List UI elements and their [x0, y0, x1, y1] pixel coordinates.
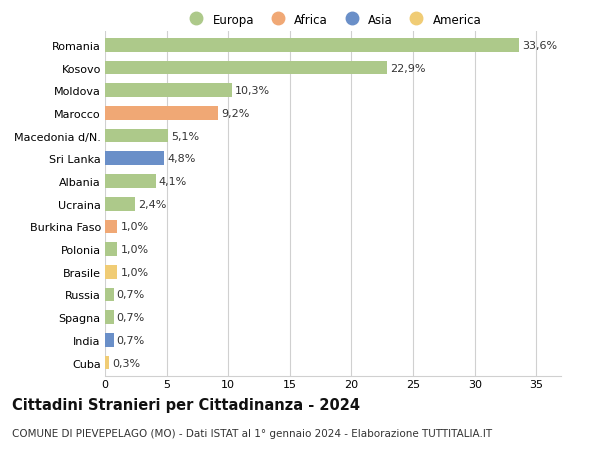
Text: 4,1%: 4,1%	[158, 177, 187, 187]
Text: 9,2%: 9,2%	[221, 109, 250, 119]
Text: Cittadini Stranieri per Cittadinanza - 2024: Cittadini Stranieri per Cittadinanza - 2…	[12, 397, 360, 412]
Text: 4,8%: 4,8%	[167, 154, 196, 164]
Text: 22,9%: 22,9%	[391, 63, 426, 73]
Text: 0,7%: 0,7%	[117, 335, 145, 345]
Bar	[105, 84, 232, 98]
Text: COMUNE DI PIEVEPELAGO (MO) - Dati ISTAT al 1° gennaio 2024 - Elaborazione TUTTIT: COMUNE DI PIEVEPELAGO (MO) - Dati ISTAT …	[12, 428, 492, 438]
Text: 1,0%: 1,0%	[121, 222, 149, 232]
Text: 2,4%: 2,4%	[137, 199, 166, 209]
Text: 0,7%: 0,7%	[117, 313, 145, 323]
Bar	[105, 243, 118, 256]
Bar	[105, 311, 113, 325]
Bar	[105, 265, 118, 279]
Text: 1,0%: 1,0%	[121, 245, 149, 255]
Bar	[105, 220, 118, 234]
Bar	[105, 62, 387, 75]
Text: 1,0%: 1,0%	[121, 267, 149, 277]
Text: 0,7%: 0,7%	[117, 290, 145, 300]
Text: 0,3%: 0,3%	[112, 358, 140, 368]
Text: 33,6%: 33,6%	[522, 41, 557, 50]
Bar	[105, 197, 134, 211]
Text: 5,1%: 5,1%	[171, 131, 199, 141]
Bar	[105, 129, 168, 143]
Bar	[105, 152, 164, 166]
Bar	[105, 175, 155, 188]
Text: 10,3%: 10,3%	[235, 86, 270, 96]
Bar	[105, 333, 113, 347]
Legend: Europa, Africa, Asia, America: Europa, Africa, Asia, America	[179, 9, 487, 31]
Bar	[105, 107, 218, 120]
Bar	[105, 288, 113, 302]
Bar	[105, 356, 109, 369]
Bar	[105, 39, 519, 52]
